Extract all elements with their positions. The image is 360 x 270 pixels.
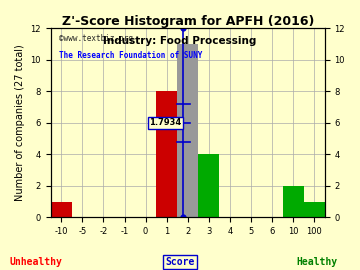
Bar: [51, 202, 72, 217]
Y-axis label: Number of companies (27 total): Number of companies (27 total): [15, 44, 25, 201]
Text: Healthy: Healthy: [296, 257, 337, 267]
Text: Score: Score: [165, 257, 195, 267]
Title: Z'-Score Histogram for APFH (2016): Z'-Score Histogram for APFH (2016): [62, 15, 314, 28]
Bar: [156, 91, 177, 217]
Text: ©www.textbiz.org: ©www.textbiz.org: [59, 34, 133, 43]
Bar: [304, 202, 325, 217]
Text: 1.7934: 1.7934: [149, 118, 181, 127]
Bar: [283, 186, 304, 217]
Bar: [177, 44, 198, 217]
Text: Industry: Food Processing: Industry: Food Processing: [103, 36, 257, 46]
Text: Unhealthy: Unhealthy: [10, 257, 62, 267]
Text: The Research Foundation of SUNY: The Research Foundation of SUNY: [59, 51, 202, 60]
Bar: [198, 154, 219, 217]
